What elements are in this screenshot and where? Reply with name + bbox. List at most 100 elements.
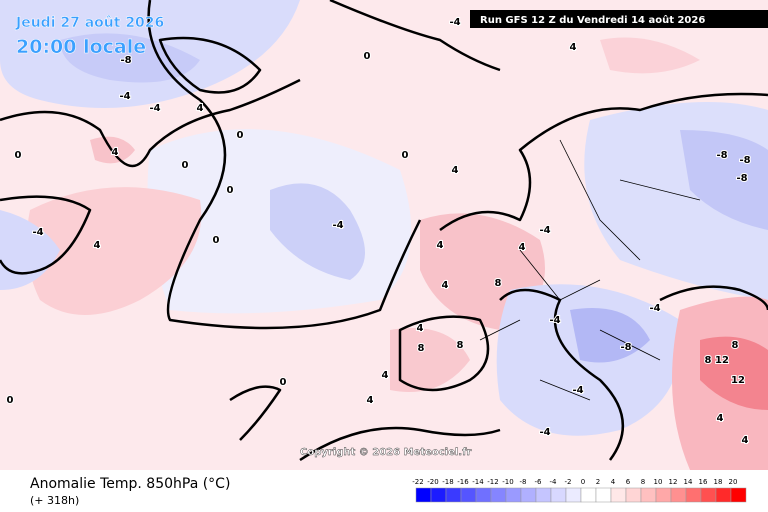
scale-swatch [415, 487, 432, 503]
contour-label: -4 [119, 91, 130, 102]
scale-swatch [700, 487, 717, 503]
scale-label: 18 [714, 478, 723, 486]
scale-label: 12 [669, 478, 678, 486]
anomaly-shading [0, 0, 768, 470]
run-banner [470, 10, 768, 28]
contour-label: 8 [705, 355, 712, 366]
scale-swatch [610, 487, 627, 503]
contour-label: 0 [237, 130, 244, 141]
contour-label: 4 [742, 435, 749, 446]
contour-label: -4 [332, 220, 343, 231]
scale-label: -20 [427, 478, 438, 486]
scale-swatch [670, 487, 687, 503]
scale-label: -14 [472, 478, 484, 486]
scale-swatch [595, 487, 612, 503]
lead-time: (+ 318h) [30, 494, 79, 507]
scale-swatch [490, 487, 507, 503]
scale-swatch [730, 487, 747, 503]
contour-label: -4 [549, 315, 560, 326]
scale-label: -16 [457, 478, 469, 486]
scale-label: 14 [684, 478, 693, 486]
contour-label: -8 [736, 173, 747, 184]
contour-label: 12 [715, 355, 729, 366]
scale-label: -18 [442, 478, 453, 486]
contour-label: -8 [739, 155, 750, 166]
scale-swatch [550, 487, 567, 503]
contour-label: -4 [572, 385, 583, 396]
contour-label: 4 [452, 165, 459, 176]
contour-label: 4 [417, 323, 424, 334]
valid-date: Jeudi 27 août 2026 [15, 15, 164, 31]
contour-label: 4 [570, 42, 577, 53]
scale-label: 20 [729, 478, 738, 486]
contour-label: 4 [197, 103, 204, 114]
contour-label: 12 [731, 375, 745, 386]
contour-label: 4 [519, 242, 526, 253]
scale-label: -2 [565, 478, 572, 486]
contour-label: -4 [32, 227, 43, 238]
contour-label: -8 [120, 55, 131, 66]
contour-label: 4 [437, 240, 444, 251]
scale-label: -10 [502, 478, 513, 486]
contour-label: 4 [112, 147, 119, 158]
contour-label: 0 [402, 150, 409, 161]
contour-label: 4 [382, 370, 389, 381]
contour-label: 0 [280, 377, 287, 388]
contour-label: 8 [457, 340, 464, 351]
scale-label: 4 [611, 478, 616, 486]
scale-swatch [520, 487, 537, 503]
scale-swatch [640, 487, 657, 503]
run-info: Run GFS 12 Z du Vendredi 14 août 2026 [480, 14, 705, 26]
scale-label: -8 [520, 478, 527, 486]
contour-label: 0 [227, 185, 234, 196]
scale-swatch [430, 487, 447, 503]
scale-label: 16 [699, 478, 708, 486]
scale-swatch [505, 487, 522, 503]
scale-swatch [535, 487, 552, 503]
scale-label: 10 [654, 478, 663, 486]
scale-label: 2 [596, 478, 600, 486]
scale-swatch [655, 487, 672, 503]
contour-label: 4 [94, 240, 101, 251]
scale-swatch [625, 487, 642, 503]
contour-labels: -8 -4 -4 4 0 0 4 0 -4 4 0 0 -4 4 0 4 -4 0 4 8 4 8 4 4 8 4 -4 -8 -8 -8… [6, 16, 752, 447]
color-scale: -22 -20 -18 -16 -14 -12 -10 -8 -6 -4 -2 0 2 4 6 8 10 12 14… [412, 478, 747, 503]
contour-label: 4 [717, 413, 724, 424]
scale-label: 6 [626, 478, 631, 486]
contour-label: -4 [149, 103, 160, 114]
scale-label: 8 [641, 478, 645, 486]
contour-label: 0 [15, 150, 22, 161]
coastlines [0, 0, 768, 462]
contour-label: -4 [539, 225, 550, 236]
valid-time: 20:00 locale [16, 36, 146, 58]
contour-label: -8 [716, 150, 727, 161]
scale-label: -22 [412, 478, 423, 486]
scale-swatch [715, 487, 732, 503]
scale-label: 0 [581, 478, 585, 486]
contour-label: 8 [495, 278, 502, 289]
contour-label: 0 [182, 160, 189, 171]
contour-label: 4 [367, 395, 374, 406]
contour-label: 4 [442, 280, 449, 291]
copyright: Copyright © 2026 Meteociel.fr [300, 447, 471, 458]
contour-label: 0 [364, 51, 371, 62]
contour-label: -8 [620, 342, 631, 353]
scale-swatch [460, 487, 477, 503]
contour-label: -4 [449, 17, 460, 28]
scale-swatch [475, 487, 492, 503]
scale-swatch [565, 487, 582, 503]
scale-label: -6 [535, 478, 543, 486]
field-title: Anomalie Temp. 850hPa (°C) [30, 476, 230, 492]
scale-swatch [445, 487, 462, 503]
scale-label: -12 [487, 478, 498, 486]
contour-label: 0 [213, 235, 220, 246]
contour-label: 8 [418, 343, 425, 354]
contour-label: 8 [732, 340, 739, 351]
contour-label: -4 [539, 427, 550, 438]
contour-label: -4 [649, 303, 660, 314]
scale-label: -4 [550, 478, 558, 486]
scale-swatch [685, 487, 702, 503]
contour-label: 0 [7, 395, 14, 406]
